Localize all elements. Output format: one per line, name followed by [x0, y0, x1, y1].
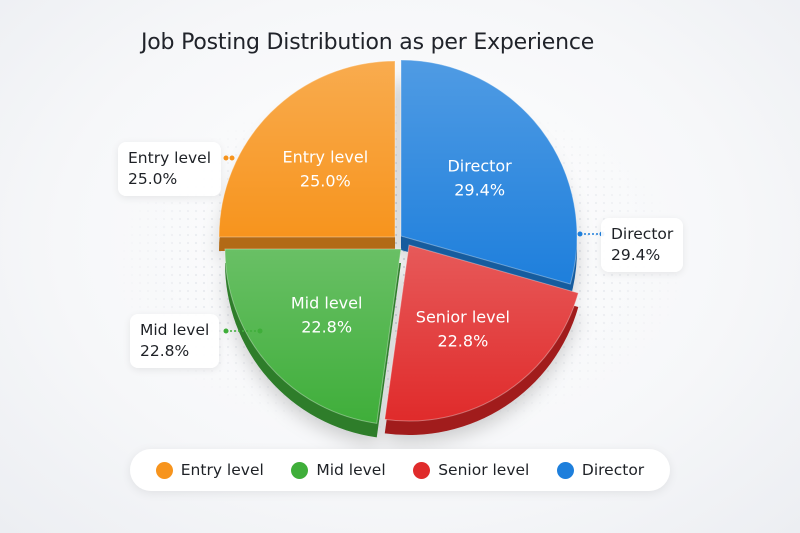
callout-mid-level-value: 22.8% [140, 342, 190, 360]
leader-dot-mid-level-0 [223, 328, 229, 334]
legend-item-mid-level: Mid level [291, 461, 386, 479]
legend-swatch-senior-level [413, 461, 431, 479]
legend-label-mid-level: Mid level [316, 461, 386, 479]
callout-entry-level-label: Entry level [128, 149, 212, 167]
leader-dot-director-0 [577, 231, 583, 237]
legend-swatch-mid-level [291, 461, 309, 479]
legend-item-entry-level: Entry level [155, 461, 264, 479]
legend-label-director: Director [581, 461, 645, 479]
legend-label-entry-level: Entry level [180, 461, 264, 479]
slice-value-mid-level: 22.8% [301, 318, 352, 337]
leader-dot-entry-level-1 [229, 155, 235, 161]
slice-value-senior-level: 22.8% [437, 332, 488, 351]
callout-director-label: Director [611, 225, 674, 243]
callout-director: Director 29.4% [601, 218, 684, 272]
legend: Entry level Mid level Senior level Direc… [130, 449, 670, 491]
slice-value-director: 29.4% [454, 181, 505, 200]
slice-label-director: Director [447, 157, 512, 176]
pie-slice-highlight-director [401, 60, 578, 285]
legend-swatch-entry-level [155, 461, 173, 479]
slice-label-senior-level: Senior level [416, 308, 510, 327]
legend-label-senior-level: Senior level [438, 461, 530, 479]
leader-dot-entry-level-0 [223, 155, 229, 161]
chart-title: Job Posting Distribution as per Experien… [141, 30, 595, 55]
callout-director-value: 29.4% [611, 246, 661, 264]
slice-label-mid-level: Mid level [291, 294, 363, 313]
slice-value-entry-level: 25.0% [300, 171, 351, 190]
legend-item-director: Director [556, 461, 645, 479]
slice-label-entry-level: Entry level [282, 147, 368, 166]
legend-item-senior-level: Senior level [413, 461, 529, 479]
pie-slice-highlight-entry-level [219, 61, 395, 237]
callout-entry-level: Entry level 25.0% [118, 142, 222, 196]
pie-slice-highlight-mid-level [224, 249, 401, 424]
legend-swatch-director [556, 461, 574, 479]
callout-entry-level-value: 25.0% [128, 170, 178, 188]
callout-mid-level-label: Mid level [140, 321, 210, 339]
pie-slice-highlight-senior-level [384, 245, 579, 421]
leader-dot-mid-level-1 [257, 328, 263, 334]
callout-mid-level: Mid level 22.8% [130, 314, 220, 368]
